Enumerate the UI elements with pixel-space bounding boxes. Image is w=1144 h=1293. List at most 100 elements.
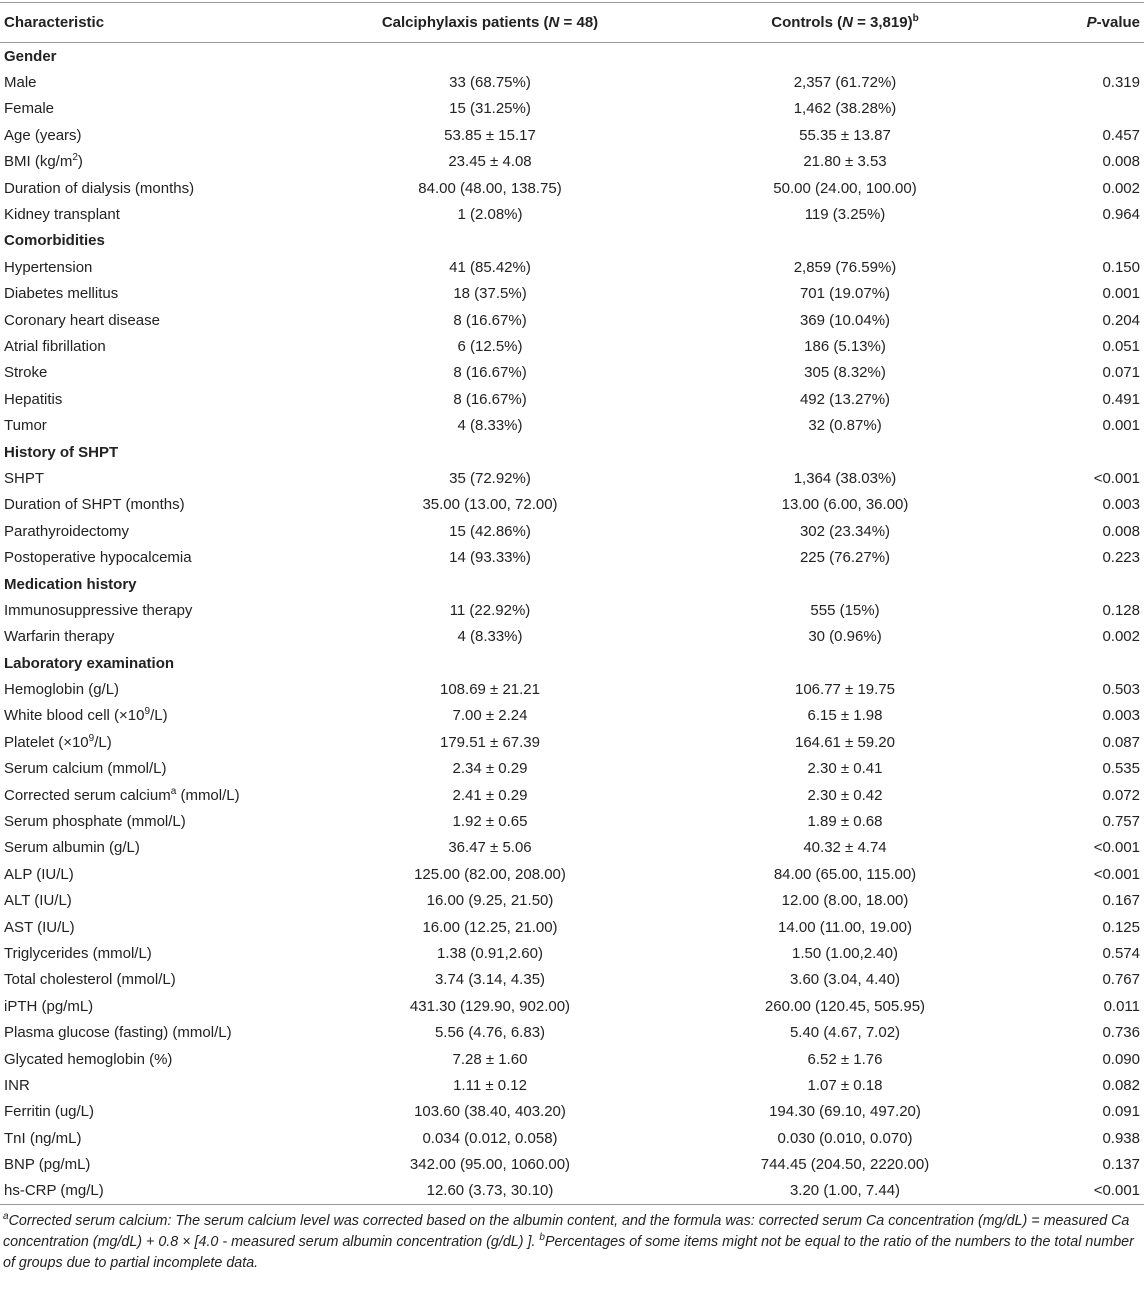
cell: 0.128 [1102,601,1140,619]
table-row: Hemoglobin (g/L) 108.69 ± 21.21 106.77 ± 1… [0,676,1144,702]
cell: 0.051 [1102,337,1140,355]
cell: 108.69 ± 21.21 [440,681,540,699]
cell: 21.80 ± 3.53 [803,153,887,171]
cell: SHPT [4,469,45,487]
cell: 8 (16.67%) [453,390,527,408]
cell: 0.137 [1102,1156,1140,1174]
cell: 0.008 [1102,153,1140,171]
cell [1040,96,1144,122]
cell: 369 (10.04%) [799,311,891,329]
header-cell: Controls (N = 3,819)b [650,2,1040,43]
cell: 13.00 (6.00, 36.00) [781,496,909,514]
table-row: History of SHPT [0,439,1144,465]
cell: 0.001 [1102,285,1140,303]
cell: 0.938 [1102,1129,1140,1147]
cell: Parathyroidectomy [4,522,130,540]
cell: White blood cell (×109/L) [0,703,330,729]
cell: 0.008 [1102,522,1140,540]
cell: Hypertension [4,258,93,276]
cell: 0.001 [1102,417,1140,435]
cell: 18 (37.5%) [453,285,527,303]
cell: 40.32 ± 4.74 [803,839,887,857]
text-part: /L) [150,707,168,725]
cell: hs-CRP (mg/L) [4,1182,104,1200]
table-row: Gender [0,43,1144,70]
cell: 701 (19.07%) [799,285,891,303]
superscript: b [912,13,919,24]
cell: 3.60 (3.04, 4.40) [789,971,901,989]
table-row: Glycated hemoglobin (%) 7.28 ± 1.60 6.52 ±… [0,1046,1144,1072]
cell: Female [4,100,55,118]
text-part: ) [77,153,83,171]
table-row: SHPT 35 (72.92%) 1,364 (38.03%) <0.001 [0,465,1144,491]
cell: <0.001 [1093,865,1140,883]
cell: Hemoglobin (g/L) [4,681,120,699]
table-row: Parathyroidectomy 15 (42.86%) 302 (23.34%)… [0,518,1144,544]
superscript: a [3,1211,9,1223]
cell: 0.003 [1102,707,1140,725]
cell: BNP (pg/mL) [4,1156,91,1174]
cell: 0.167 [1102,892,1140,910]
cell: Duration of dialysis (months) [4,179,195,197]
cell: 119 (3.25%) [804,206,886,224]
cell: 1.92 ± 0.65 [452,813,528,831]
cell: 0.087 [1102,733,1140,751]
cell: 3.20 (1.00, 7.44) [789,1182,901,1200]
cell: 555 (15%) [810,601,880,619]
text-part: = 48) [559,14,599,31]
cell: 12.00 (8.00, 18.00) [781,892,909,910]
table-row: Postoperative hypocalcemia 14 (93.33%) 225… [0,544,1144,570]
table-row: Comorbidities [0,228,1144,254]
cell: 0.091 [1102,1103,1140,1121]
text-part: Corrected serum calcium [4,786,171,804]
text-part: Percentages of some items might not be e… [3,1234,1134,1272]
cell: 0.072 [1102,786,1140,804]
cell: 35.00 (13.00, 72.00) [422,496,558,514]
superscript: b [539,1232,545,1244]
cell: 431.30 (129.90, 902.00) [409,997,571,1015]
cell: 15 (42.86%) [449,522,531,540]
table-row: ALT (IU/L) 16.00 (9.25, 21.50) 12.00 (8.00… [0,888,1144,914]
cell: 2.41 ± 0.29 [452,786,528,804]
cell: 35 (72.92%) [449,469,531,487]
table-row: White blood cell (×109/L) 7.00 ± 2.24 6.15… [0,703,1144,729]
cell: 5.56 (4.76, 6.83) [434,1024,546,1042]
cell: Total cholesterol (mmol/L) [4,971,176,989]
table-row: Laboratory examination [0,650,1144,676]
cell: 1.11 ± 0.12 [453,1076,527,1094]
table-row: Immunosuppressive therapy 11 (22.92%) 555 … [0,597,1144,623]
table-row: Atrial fibrillation 6 (12.5%) 186 (5.13%) 0… [0,333,1144,359]
cell: 55.35 ± 13.87 [799,126,891,144]
table-row: hs-CRP (mg/L) 12.60 (3.73, 30.10) 3.20 (1.… [0,1178,1144,1205]
cell: Warfarin therapy [4,628,115,646]
cell: 7.28 ± 1.60 [452,1050,528,1068]
cell: 1.38 (0.91,2.60) [437,944,543,962]
italic-text: P [1086,14,1097,31]
cell: Stroke [4,364,48,382]
table-row: Duration of SHPT (months) 35.00 (13.00, 7… [0,492,1144,518]
cell: 0.011 [1103,997,1140,1015]
cell: 0.082 [1102,1076,1140,1094]
table-row: Kidney transplant 1 (2.08%) 119 (3.25%) 0.9… [0,201,1144,227]
cell: 342.00 (95.00, 1060.00) [409,1156,571,1174]
cell: 50.00 (24.00, 100.00) [773,179,917,197]
text-part: /L) [94,733,112,751]
cell: Duration of SHPT (months) [4,496,185,514]
cell: Diabetes mellitus [4,285,119,303]
text-part: -value [1096,14,1140,31]
cell: 33 (68.75%) [449,74,531,92]
cell: Postoperative hypocalcemia [4,549,192,567]
table-row: BNP (pg/mL) 342.00 (95.00, 1060.00) 744.45… [0,1151,1144,1177]
cell: 305 (8.32%) [804,364,886,382]
cell: 8 (16.67%) [453,311,527,329]
cell: Kidney transplant [4,206,120,224]
table-row: Ferritin (ug/L) 103.60 (38.40, 403.20) 194… [0,1099,1144,1125]
table-row: Hepatitis 8 (16.67%) 492 (13.27%) 0.491 [0,386,1144,412]
table-row: Serum albumin (g/L) 36.47 ± 5.06 40.32 ± 4… [0,835,1144,861]
text-part: BMI (kg/m [4,153,73,171]
cell: 0.034 (0.012, 0.058) [422,1129,558,1147]
table-body: Gender Male 33 (68.75%) 2,357 (61.72%) 0.319… [0,43,1144,1205]
text-part: = 3,819) [852,14,913,31]
superscript: 9 [144,706,151,718]
